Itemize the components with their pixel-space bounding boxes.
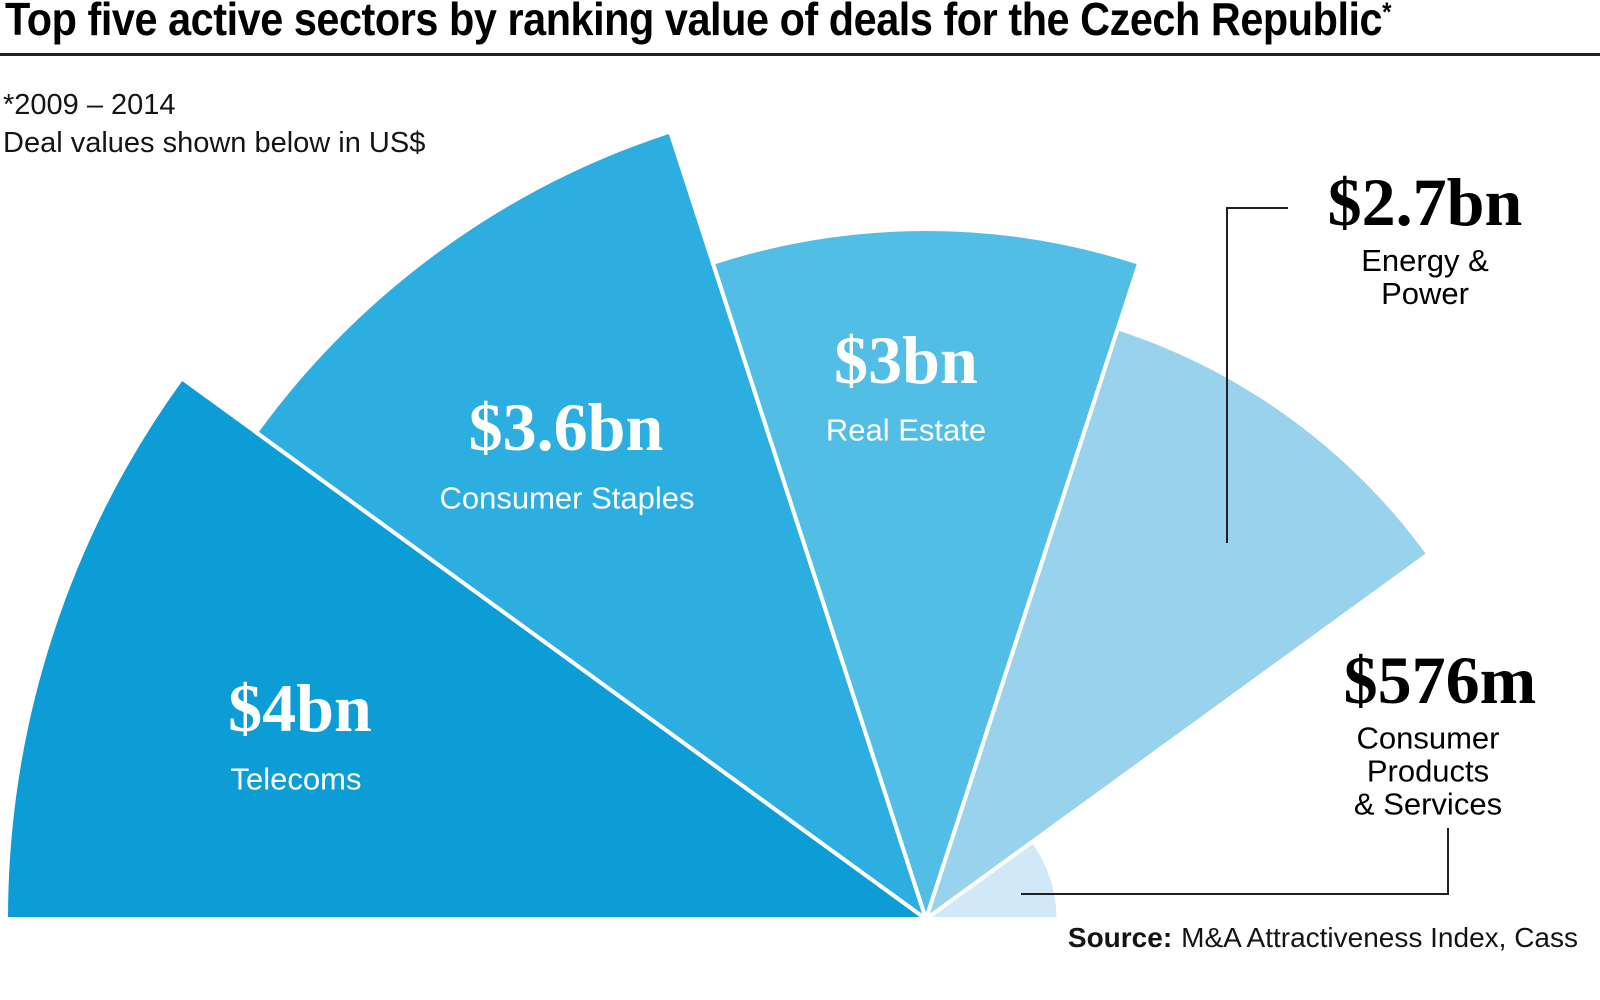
- wedge-telecoms: [4, 376, 928, 921]
- footnote-period: *2009 – 2014: [3, 89, 176, 121]
- value-label-telecoms: $4bn: [228, 670, 372, 746]
- wedge-consumer-products-services: [924, 839, 1061, 921]
- value-label-consumer-staples: $3.6bn: [468, 389, 664, 465]
- wedge-energy-power: [924, 326, 1431, 921]
- source-note: Source: M&A Attractiveness Index, Cass: [1068, 922, 1578, 954]
- page-title: Top five active sectors by ranking value…: [5, 0, 1391, 42]
- page-title-text: Top five active sectors by ranking value…: [5, 0, 1383, 45]
- source-text: M&A Attractiveness Index, Cass: [1181, 922, 1578, 953]
- source-label: Source:: [1067, 922, 1173, 953]
- title-divider: [0, 53, 1600, 56]
- leader-line-energy-power: [1226, 207, 1288, 543]
- leader-line-consumer-products-services: [1021, 828, 1449, 895]
- sector-label-line-1: Consumer Products: [1356, 720, 1500, 789]
- value-label-energy-power: $2.7bn: [1327, 164, 1523, 240]
- sector-label-consumer-products-services: Consumer Products & Services: [1342, 722, 1514, 821]
- sector-label-telecoms: Telecoms: [230, 761, 362, 797]
- sector-label-energy-power: Energy & Power: [1361, 243, 1489, 311]
- wedge-consumer-staples: [254, 129, 928, 921]
- wedge-real-estate: [710, 227, 1142, 921]
- value-label-real-estate: $3bn: [834, 322, 978, 398]
- title-asterisk: *: [1382, 0, 1392, 27]
- footnote-units: Deal values shown below in US$: [3, 127, 426, 159]
- footnote: *2009 – 2014 Deal values shown below in …: [3, 86, 425, 162]
- sector-label-real-estate: Real Estate: [825, 412, 987, 448]
- sector-label-line-2: & Services: [1353, 786, 1503, 822]
- sector-label-consumer-staples: Consumer Staples: [439, 480, 695, 516]
- value-label-consumer-products-services: $576m: [1343, 642, 1537, 718]
